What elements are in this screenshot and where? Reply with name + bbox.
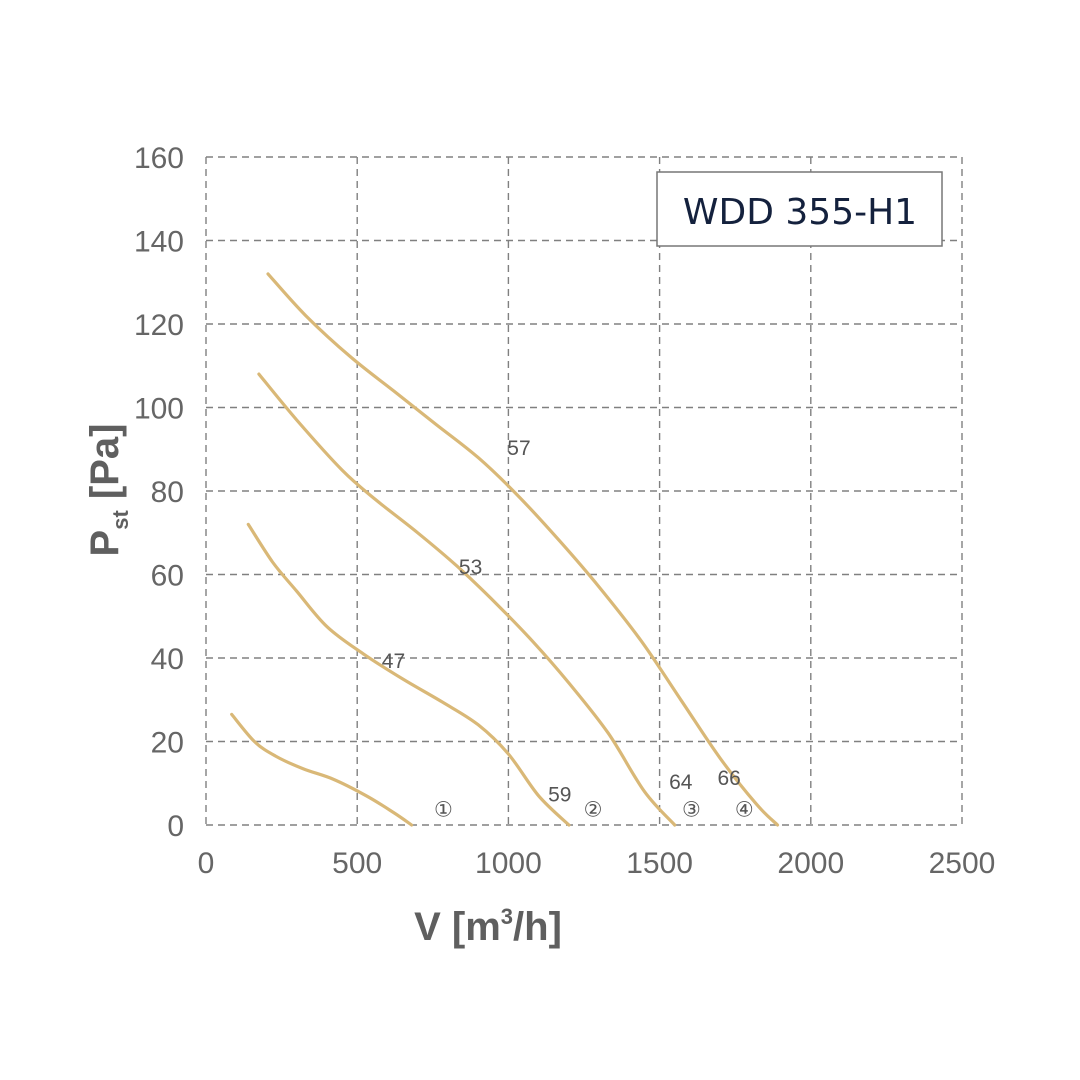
x-axis-title: V [m3/h] [414, 904, 562, 949]
curve-value-label: 66 [717, 767, 740, 790]
y-tick-label: 0 [167, 810, 184, 843]
x-tick-label: 2500 [929, 847, 996, 880]
curve-number-label: ③ [682, 798, 701, 821]
x-tick-labels: 0 500 1000 1500 2000 2500 [198, 847, 996, 880]
performance-curve-4 [266, 272, 780, 827]
model-label-box: WDD 355-H1 [656, 171, 943, 247]
y-tick-label: 100 [134, 393, 184, 426]
y-tick-label: 160 [134, 142, 184, 175]
x-axis-title-superscript: 3 [501, 904, 513, 929]
svg-text:V [m3/h]: V [m3/h] [414, 904, 562, 949]
y-axis-title: Pst [Pa] [83, 424, 133, 557]
curve-number-label: ① [434, 798, 453, 821]
y-tick-label: 40 [151, 643, 184, 676]
svg-text:Pst [Pa]: Pst [Pa] [83, 424, 133, 557]
y-tick-label: 60 [151, 560, 184, 593]
y-axis-title-rest: [Pa] [83, 424, 127, 511]
x-tick-label: 500 [332, 847, 382, 880]
curve-value-label: 59 [548, 784, 571, 807]
curve-value-label: 57 [507, 437, 530, 460]
performance-curve-2 [246, 522, 571, 827]
curves [230, 272, 780, 827]
x-axis-title-rest: /h] [513, 905, 562, 949]
y-axis-title-main: P [83, 530, 127, 557]
y-axis-title-subscript: st [108, 510, 133, 530]
curve-labels: 47 53 57 59 64 66 ① ② ③ ④ [382, 437, 754, 821]
y-tick-label: 120 [134, 309, 184, 342]
model-label: WDD 355-H1 [683, 192, 917, 233]
grid [205, 156, 963, 826]
x-tick-label: 2000 [777, 847, 844, 880]
performance-curve-3 [257, 372, 677, 827]
x-tick-label: 1500 [626, 847, 693, 880]
y-tick-label: 20 [151, 727, 184, 760]
performance-curve-1 [230, 712, 414, 827]
x-tick-label: 0 [198, 847, 215, 880]
y-tick-labels: 0 20 40 60 80 100 120 140 160 [134, 142, 184, 843]
x-tick-label: 1000 [475, 847, 542, 880]
x-axis-title-main: V [m [414, 905, 501, 949]
y-tick-label: 80 [151, 476, 184, 509]
curve-number-label: ④ [735, 798, 754, 821]
curve-value-label: 64 [669, 771, 693, 794]
curve-number-label: ② [584, 798, 603, 821]
curve-value-label: 53 [459, 556, 482, 579]
curve-value-label: 47 [382, 650, 405, 673]
y-tick-label: 140 [134, 226, 184, 259]
